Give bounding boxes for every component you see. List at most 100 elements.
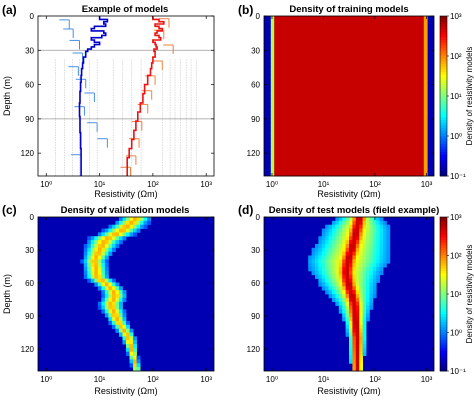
heatmap-cell — [372, 84, 377, 89]
heatmap-cell — [403, 144, 408, 149]
heatmap-cell — [287, 44, 292, 49]
heatmap-cell — [379, 40, 384, 45]
heatmap-cell — [342, 60, 346, 65]
heatmap-cell — [413, 124, 418, 129]
heatmap-cell — [281, 88, 285, 93]
heatmap-cell — [359, 60, 363, 65]
heatmap-cell — [386, 251, 391, 256]
heatmap-cell — [332, 251, 336, 256]
heatmap-cell — [362, 286, 367, 291]
heatmap-cell — [383, 92, 387, 97]
heatmap-cell — [410, 68, 414, 73]
heatmap-cell — [396, 104, 401, 109]
heatmap-cell — [325, 156, 329, 161]
heatmap-cell — [335, 20, 340, 25]
heatmap-cell — [311, 120, 316, 125]
heatmap-cell — [284, 80, 289, 85]
heatmap-cell — [423, 96, 428, 101]
heatmap-cell — [126, 344, 130, 349]
heatmap-cell — [376, 172, 380, 177]
heatmap-cell — [101, 297, 106, 303]
heatmap-cell — [400, 144, 404, 149]
heatmap-cell — [345, 44, 350, 49]
heatmap-cell — [108, 240, 113, 245]
heatmap-cell — [417, 92, 421, 97]
heatmap-cell — [284, 116, 289, 121]
heatmap-cell — [342, 278, 346, 283]
heatmap-cell — [389, 140, 394, 145]
heatmap-cell — [369, 172, 374, 177]
heatmap-cell — [349, 108, 353, 113]
heatmap-cell — [287, 112, 292, 117]
heatmap-cell — [359, 16, 363, 21]
heatmap-cell — [362, 84, 367, 89]
heatmap-cell — [349, 332, 353, 337]
heatmap-cell — [338, 294, 343, 299]
heatmap-cell — [366, 172, 370, 177]
panel-label-b: (b) — [238, 3, 253, 17]
heatmap-cell — [369, 116, 374, 121]
heatmap-cell — [335, 274, 340, 279]
heatmap-cell — [355, 20, 360, 25]
heatmap-cell — [376, 16, 380, 21]
heatmap-cell — [284, 92, 289, 97]
heatmap-cell — [294, 80, 299, 85]
heatmap-cell — [359, 88, 363, 93]
heatmap-cell — [366, 144, 370, 149]
colorbar-cell — [440, 64, 447, 68]
heatmap-cell — [338, 240, 343, 245]
heatmap-cell — [355, 64, 360, 69]
heatmap-cell — [396, 16, 401, 21]
heatmap-cell — [325, 32, 329, 37]
heatmap-cell — [359, 301, 363, 306]
heatmap-cell — [355, 24, 360, 29]
heatmap-cell — [372, 156, 377, 161]
heatmap-cell — [369, 32, 374, 37]
heatmap-cell — [274, 144, 278, 149]
heatmap-cell — [332, 100, 336, 105]
heatmap-cell — [355, 96, 360, 101]
heatmap-cell — [133, 344, 137, 349]
heatmap-cell — [335, 40, 340, 45]
heatmap-cell — [372, 120, 377, 125]
heatmap-cell — [321, 247, 326, 253]
heatmap-cell — [423, 68, 428, 73]
heatmap-cell — [335, 259, 340, 264]
heatmap-cell — [104, 301, 109, 306]
heatmap-cell — [383, 156, 387, 161]
heatmap-cell — [311, 255, 316, 260]
heatmap-cell — [345, 40, 350, 45]
colorbar-cell — [440, 48, 447, 52]
heatmap-cell — [376, 40, 380, 45]
heatmap-cell — [291, 88, 295, 93]
heatmap-cell — [325, 124, 329, 129]
heatmap-cell — [366, 247, 370, 253]
heatmap-cell — [328, 270, 333, 276]
heatmap-cell — [362, 132, 367, 137]
heatmap-cell — [389, 168, 394, 173]
heatmap-cell — [287, 16, 292, 21]
heatmap-cell — [308, 72, 312, 77]
heatmap-cell — [291, 36, 295, 41]
heatmap-cell — [355, 220, 360, 226]
heatmap-cell — [291, 48, 295, 53]
heatmap-cell — [410, 148, 414, 153]
heatmap-cell — [355, 232, 360, 237]
heatmap-cell — [328, 259, 333, 264]
heatmap-cell — [311, 96, 316, 101]
heatmap-cell — [87, 251, 92, 256]
heatmap-cell — [315, 156, 319, 161]
colorbar-cell — [440, 72, 447, 76]
heatmap-cell — [294, 160, 299, 165]
panel-b-title: Density of training models — [289, 4, 408, 15]
heatmap-cell — [315, 144, 319, 149]
heatmap-cell — [311, 128, 316, 133]
heatmap-cell — [355, 290, 360, 295]
heatmap-cell — [338, 100, 343, 105]
heatmap-cell — [281, 28, 285, 33]
heatmap-cell — [277, 20, 282, 25]
heatmap-cell — [379, 220, 384, 226]
heatmap-cell — [352, 52, 357, 57]
heatmap-cell — [335, 100, 340, 105]
heatmap-cell — [87, 255, 92, 260]
